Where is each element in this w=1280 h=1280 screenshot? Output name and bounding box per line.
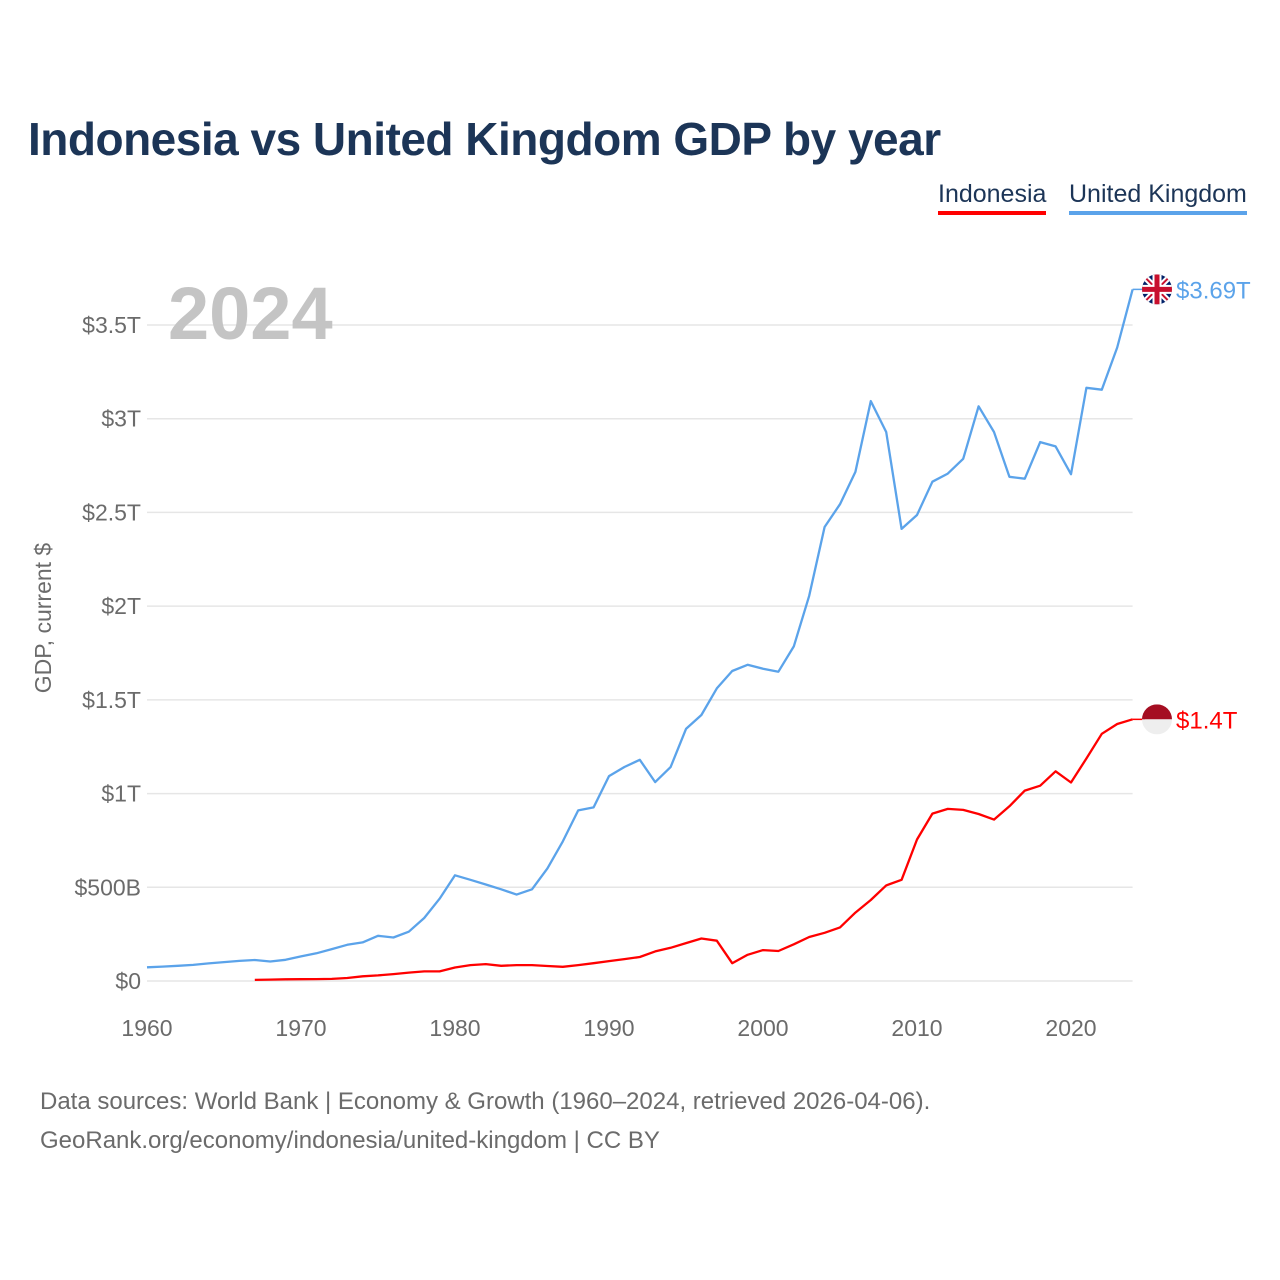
y-tick-label: $1.5T bbox=[82, 687, 141, 713]
y-tick-label: $0 bbox=[115, 968, 141, 994]
legend-item-indonesia[interactable]: Indonesia bbox=[938, 180, 1047, 215]
y-tick-label: $3.5T bbox=[82, 312, 141, 338]
series-line-indonesia bbox=[254, 718, 1133, 982]
x-tick-label: 1990 bbox=[583, 1015, 634, 1041]
end-value-label: $3.69T bbox=[1176, 277, 1251, 304]
data-source-text: Data sources: World Bank | Economy & Gro… bbox=[40, 1088, 931, 1115]
series-line-united-kingdom bbox=[146, 289, 1134, 969]
y-tick-label: $1T bbox=[101, 781, 141, 807]
indonesia-flag-icon bbox=[1142, 704, 1172, 735]
y-axis-label: GDP, current $ bbox=[30, 543, 56, 694]
x-tick-label: 2010 bbox=[891, 1015, 942, 1041]
x-tick-label: 2020 bbox=[1045, 1015, 1096, 1041]
footer: Data sources: World Bank | Economy & Gro… bbox=[40, 1082, 930, 1160]
year-watermark: 2024 bbox=[168, 272, 333, 355]
legend-item-united-kingdom[interactable]: United Kingdom bbox=[1069, 180, 1247, 215]
x-tick-label: 2000 bbox=[737, 1015, 788, 1041]
x-tick-label: 1970 bbox=[275, 1015, 326, 1041]
y-tick-label: $2T bbox=[101, 593, 141, 619]
y-tick-label: $3T bbox=[101, 406, 141, 432]
y-tick-label: $2.5T bbox=[82, 499, 141, 525]
x-tick-label: 1980 bbox=[429, 1015, 480, 1041]
uk-flag-icon bbox=[1142, 274, 1172, 305]
chart-title: Indonesia vs United Kingdom GDP by year bbox=[28, 113, 941, 165]
source-link[interactable]: GeoRank.org/economy/indonesia/united-kin… bbox=[40, 1127, 660, 1154]
x-tick-label: 1960 bbox=[121, 1015, 172, 1041]
y-tick-label: $500B bbox=[74, 874, 141, 900]
end-value-label: $1.4T bbox=[1176, 707, 1238, 734]
